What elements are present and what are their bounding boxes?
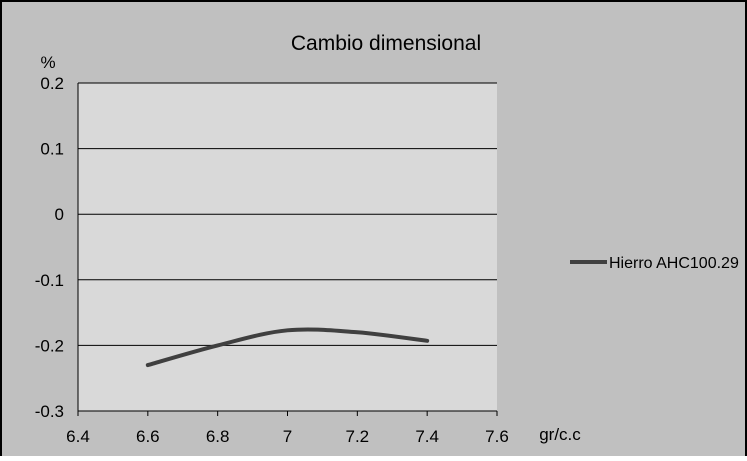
- y-tick-label: 0.2: [40, 74, 64, 93]
- x-tick-label: 7.4: [415, 427, 439, 446]
- y-tick-label: -0.1: [35, 271, 64, 290]
- y-tick-label: 0: [55, 205, 64, 224]
- x-tick-label: 6.8: [206, 427, 230, 446]
- y-tick-labels: 0.2 0.1 0 -0.1 -0.2 -0.3: [35, 74, 64, 421]
- plot-area: [78, 83, 497, 411]
- x-tick-label: 7: [283, 427, 292, 446]
- x-tick-label: 7.2: [346, 427, 370, 446]
- x-tick-label: 6.6: [136, 427, 160, 446]
- y-tick-label: -0.2: [35, 336, 64, 355]
- chart-title: Cambio dimensional: [291, 32, 481, 55]
- legend-label: Hierro AHC100.29: [609, 255, 739, 272]
- series-line: [145, 327, 430, 368]
- series-layer: [145, 327, 430, 368]
- x-tick-label: 7.6: [485, 427, 509, 446]
- x-tick-label: 6.4: [66, 427, 90, 446]
- legend: Hierro AHC100.29: [570, 255, 739, 272]
- x-axis-label: gr/c.c: [539, 425, 581, 444]
- y-tick-label: 0.1: [40, 140, 64, 159]
- y-axis-label: %: [40, 53, 55, 72]
- x-tick-labels: 6.4 6.6 6.8 7 7.2 7.4 7.6: [66, 411, 509, 446]
- y-tick-label: -0.3: [35, 402, 64, 421]
